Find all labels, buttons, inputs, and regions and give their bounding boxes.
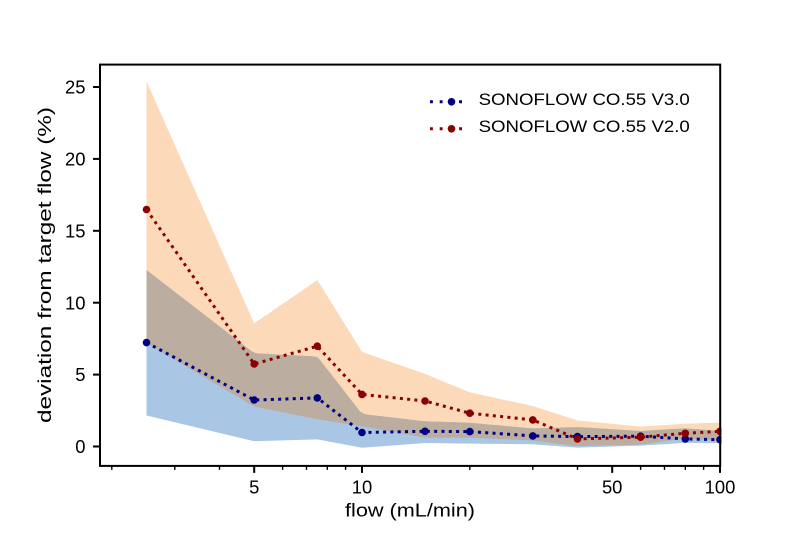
svg-text:25: 25 xyxy=(65,77,85,98)
svg-text:20: 20 xyxy=(65,149,85,170)
svg-text:10: 10 xyxy=(65,292,85,313)
svg-text:100: 100 xyxy=(705,476,736,497)
svg-text:0: 0 xyxy=(75,436,85,457)
svg-text:flow (mL/min): flow (mL/min) xyxy=(345,500,475,521)
svg-text:5: 5 xyxy=(249,476,259,497)
svg-text:deviation from target flow (%): deviation from target flow (%) xyxy=(34,107,55,423)
svg-text:50: 50 xyxy=(602,476,622,497)
svg-text:SONOFLOW CO.55 V2.0: SONOFLOW CO.55 V2.0 xyxy=(479,118,690,136)
svg-text:10: 10 xyxy=(352,476,372,497)
svg-text:SONOFLOW CO.55 V3.0: SONOFLOW CO.55 V3.0 xyxy=(479,91,690,109)
svg-text:15: 15 xyxy=(65,220,85,241)
svg-text:5: 5 xyxy=(75,364,85,385)
